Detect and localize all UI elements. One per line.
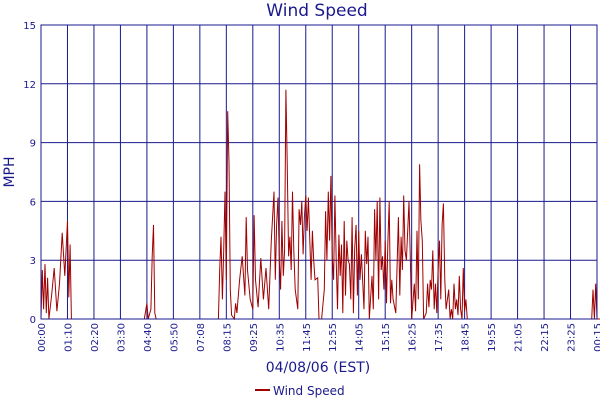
- x-tick-label: 19:55: [487, 323, 498, 352]
- y-tick-label: 3: [30, 256, 36, 267]
- x-tick-label: 18:45: [461, 323, 472, 352]
- x-tick-label: 09:25: [249, 323, 260, 352]
- x-tick-label: 12:55: [328, 323, 339, 352]
- x-tick-label: 23:25: [567, 323, 578, 352]
- x-tick-label: 05:50: [169, 323, 180, 352]
- plot-frame: [40, 24, 598, 320]
- x-axis: 00:00 01:10 02:20 03:30 04:40 05:50 07:08 08:15…: [37, 323, 600, 352]
- x-tick-label: 16:25: [408, 323, 419, 352]
- y-tick-label: 6: [30, 197, 36, 208]
- x-tick-label: 21:05: [514, 323, 525, 352]
- y-tick-label: 0: [30, 315, 36, 326]
- x-tick-label: 02:20: [90, 323, 101, 352]
- x-tick-label: 04:40: [143, 323, 154, 352]
- y-axis: 0 3 6 9 12 15: [23, 21, 36, 326]
- legend: Wind Speed: [255, 384, 345, 398]
- chart-title: Wind Speed: [266, 1, 367, 21]
- x-tick-label: 17:35: [434, 323, 445, 352]
- x-tick-label: 00:15: [593, 323, 600, 352]
- x-tick-label: 01:10: [63, 323, 74, 352]
- grid: [40, 24, 598, 320]
- y-tick-label: 15: [23, 21, 36, 32]
- x-tick-label: 14:05: [355, 323, 366, 352]
- y-tick-label: 9: [30, 139, 36, 150]
- x-axis-label: 04/08/06 (EST): [266, 360, 371, 376]
- x-tick-label: 07:08: [196, 323, 207, 352]
- series-line-wind-speed: [40, 89, 600, 321]
- x-tick-label: 10:35: [275, 323, 286, 352]
- x-tick-label: 08:15: [222, 323, 233, 352]
- y-tick-label: 12: [23, 80, 36, 91]
- series-group: [40, 89, 600, 321]
- x-tick-label: 03:30: [116, 323, 127, 352]
- x-tick-label: 00:00: [37, 323, 48, 352]
- legend-label: Wind Speed: [273, 384, 345, 398]
- x-tick-label: 22:15: [540, 323, 551, 352]
- y-axis-label: MPH: [2, 156, 18, 187]
- x-tick-label: 11:45: [302, 323, 313, 352]
- x-tick-label: 15:15: [381, 323, 392, 352]
